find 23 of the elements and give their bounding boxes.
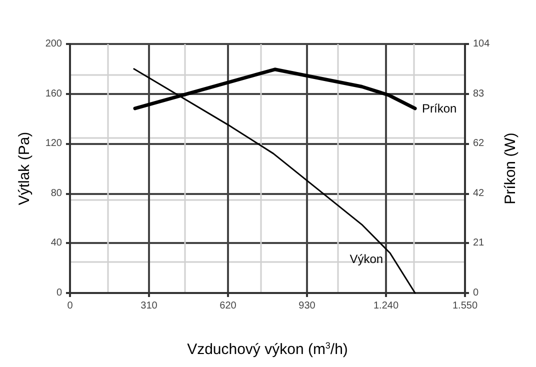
y2-tick-label: 62 [473, 138, 485, 150]
y-tick-label: 160 [45, 88, 62, 100]
x-tick-label: 0 [67, 300, 74, 312]
y-tick-label: 120 [45, 138, 62, 150]
series-label: Príkon [422, 101, 457, 116]
y-tick-label: 200 [45, 38, 62, 50]
y2-tick-label: 0 [473, 288, 479, 298]
y2-axis-title: Príkon (W) [502, 132, 519, 204]
x-tick-label: 930 [298, 300, 316, 312]
y2-tick-label: 83 [473, 88, 485, 100]
y-tick-label: 40 [50, 238, 62, 249]
x-tick-label: 1.240 [373, 300, 399, 312]
y2-tick-label: 104 [473, 38, 490, 50]
y2-tick-label: 21 [473, 238, 485, 249]
y-tick-label: 0 [56, 288, 62, 298]
line-series [133, 68, 416, 294]
y-tick-label: 80 [50, 188, 62, 199]
y2-tick-label: 42 [473, 188, 485, 199]
series-label: Výkon [350, 252, 384, 266]
x-tick-label: 620 [220, 300, 237, 312]
y-axis-title: Výtlak (Pa) [16, 132, 33, 206]
x-tick-label: 310 [140, 300, 158, 312]
x-tick-label: 1.550 [452, 300, 478, 312]
